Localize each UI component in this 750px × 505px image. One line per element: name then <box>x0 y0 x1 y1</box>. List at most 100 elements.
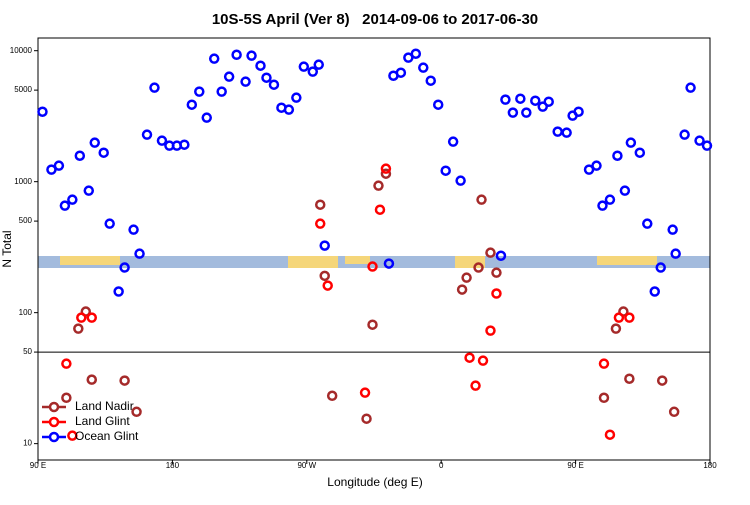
point <box>543 96 554 107</box>
point <box>131 406 142 418</box>
point <box>634 147 646 158</box>
point <box>67 194 78 205</box>
point <box>307 66 319 77</box>
point <box>701 140 713 151</box>
point <box>361 413 372 424</box>
x-tick-label: 180 <box>703 461 717 470</box>
point <box>246 50 257 61</box>
point <box>374 204 386 215</box>
point <box>201 112 212 123</box>
point <box>624 373 635 384</box>
point <box>485 247 496 258</box>
point <box>670 248 681 259</box>
point <box>604 194 616 205</box>
point <box>440 165 451 176</box>
point <box>104 218 115 229</box>
point <box>298 61 310 72</box>
point <box>322 280 333 291</box>
point <box>74 150 86 161</box>
x-tick-label: 90 E <box>30 461 46 470</box>
point <box>583 164 595 175</box>
point <box>410 48 422 59</box>
point <box>597 200 608 211</box>
point <box>216 86 227 97</box>
point <box>477 355 489 366</box>
point <box>515 93 526 104</box>
point <box>119 262 130 273</box>
legend-marker <box>48 431 60 443</box>
point <box>649 286 660 297</box>
point <box>476 194 487 205</box>
point <box>67 430 78 441</box>
point <box>76 312 87 323</box>
point <box>456 284 468 295</box>
point <box>470 380 481 391</box>
point <box>655 262 666 273</box>
point <box>685 82 696 93</box>
point <box>537 101 548 112</box>
point <box>491 267 502 278</box>
point <box>73 323 84 334</box>
point <box>447 136 459 147</box>
point <box>156 135 168 146</box>
legend-label: Land Nadir <box>75 399 134 413</box>
point <box>37 106 48 117</box>
point <box>359 387 371 398</box>
point <box>573 106 584 117</box>
point <box>141 129 153 140</box>
point <box>432 99 444 110</box>
land-strip <box>60 256 657 268</box>
point <box>255 60 266 71</box>
point <box>624 312 635 323</box>
point <box>179 139 190 150</box>
point <box>604 429 616 440</box>
point <box>367 261 378 272</box>
point <box>89 137 100 148</box>
point <box>313 59 324 70</box>
point <box>598 392 610 404</box>
point <box>319 240 330 251</box>
point <box>128 224 139 235</box>
point <box>194 86 205 97</box>
point <box>59 200 71 211</box>
y-tick-label: 10 <box>23 439 32 448</box>
point <box>561 127 572 138</box>
x-tick-label: 180 <box>166 461 180 470</box>
point <box>326 390 338 402</box>
point <box>223 71 235 82</box>
y-tick-label: 5000 <box>14 85 32 94</box>
point <box>240 76 251 87</box>
legend-marker <box>48 416 60 428</box>
point <box>46 164 57 175</box>
point <box>485 325 496 336</box>
point <box>552 126 563 137</box>
x-axis-label: Longitude (deg E) <box>327 475 422 489</box>
point <box>86 312 98 323</box>
y-tick-label: 10000 <box>10 46 33 55</box>
point <box>667 224 678 235</box>
point <box>380 168 392 179</box>
point <box>500 94 511 105</box>
point <box>119 375 130 386</box>
point <box>619 185 631 196</box>
x-tick-label: 90 W <box>297 461 316 470</box>
point <box>530 95 541 106</box>
point <box>521 107 532 118</box>
point <box>53 160 65 171</box>
point <box>395 67 407 78</box>
legend-label: Ocean Glint <box>75 429 139 443</box>
point <box>507 107 519 118</box>
point <box>694 135 705 146</box>
point <box>208 53 220 64</box>
point <box>113 286 124 297</box>
y-axis-label: N Total <box>0 230 14 267</box>
point <box>98 147 109 158</box>
point <box>461 272 472 283</box>
point <box>261 72 272 83</box>
y-tick-label: 100 <box>19 308 33 317</box>
point <box>149 82 160 93</box>
point <box>61 392 72 404</box>
point <box>373 180 384 191</box>
point <box>679 129 690 140</box>
point <box>383 258 395 269</box>
